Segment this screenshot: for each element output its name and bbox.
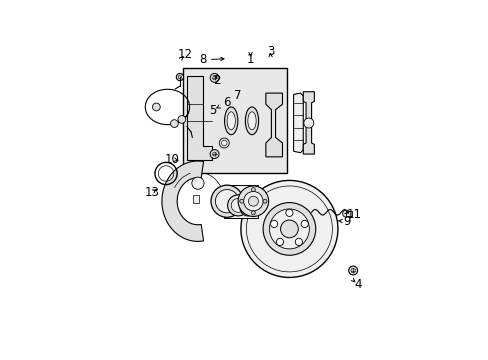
Circle shape bbox=[178, 116, 185, 123]
Text: 4: 4 bbox=[354, 278, 361, 291]
Polygon shape bbox=[224, 185, 257, 218]
Text: 12: 12 bbox=[177, 48, 192, 61]
Circle shape bbox=[263, 203, 315, 255]
Circle shape bbox=[303, 118, 313, 128]
Bar bbox=[193, 195, 199, 203]
Text: 9: 9 bbox=[343, 215, 350, 228]
Circle shape bbox=[350, 268, 355, 273]
Circle shape bbox=[212, 152, 216, 156]
Circle shape bbox=[251, 211, 255, 215]
Polygon shape bbox=[265, 93, 282, 157]
Text: 11: 11 bbox=[346, 208, 361, 221]
Circle shape bbox=[251, 188, 255, 192]
Circle shape bbox=[170, 120, 178, 127]
Text: 7: 7 bbox=[233, 89, 241, 102]
Circle shape bbox=[238, 186, 268, 216]
Text: 8: 8 bbox=[199, 53, 206, 66]
Circle shape bbox=[212, 76, 216, 80]
Circle shape bbox=[178, 75, 181, 79]
Ellipse shape bbox=[245, 107, 258, 135]
Circle shape bbox=[215, 190, 238, 213]
Circle shape bbox=[248, 196, 258, 206]
Text: 5: 5 bbox=[208, 104, 216, 117]
Ellipse shape bbox=[226, 112, 235, 130]
Circle shape bbox=[219, 138, 229, 148]
Circle shape bbox=[210, 73, 219, 82]
Circle shape bbox=[239, 199, 243, 203]
Circle shape bbox=[243, 192, 263, 211]
Text: 3: 3 bbox=[266, 45, 274, 58]
Circle shape bbox=[240, 201, 255, 216]
Bar bbox=[183, 68, 286, 174]
Circle shape bbox=[191, 177, 203, 189]
Text: 1: 1 bbox=[246, 53, 254, 66]
Polygon shape bbox=[162, 161, 203, 242]
Circle shape bbox=[210, 150, 219, 158]
Circle shape bbox=[176, 73, 183, 81]
Circle shape bbox=[285, 209, 292, 216]
Circle shape bbox=[152, 103, 160, 111]
Polygon shape bbox=[186, 76, 211, 159]
Text: 13: 13 bbox=[144, 186, 159, 199]
Circle shape bbox=[221, 140, 226, 146]
Circle shape bbox=[348, 266, 357, 275]
Text: 6: 6 bbox=[223, 96, 230, 109]
Text: 10: 10 bbox=[164, 153, 180, 166]
Circle shape bbox=[210, 185, 243, 217]
Circle shape bbox=[269, 209, 309, 249]
Circle shape bbox=[280, 220, 298, 238]
Circle shape bbox=[342, 210, 349, 217]
Bar bbox=[346, 211, 351, 216]
Circle shape bbox=[227, 195, 248, 216]
Polygon shape bbox=[293, 93, 303, 153]
Circle shape bbox=[270, 220, 277, 228]
Circle shape bbox=[276, 238, 283, 246]
Circle shape bbox=[231, 198, 244, 212]
Ellipse shape bbox=[224, 107, 237, 135]
Circle shape bbox=[241, 180, 337, 278]
Circle shape bbox=[263, 199, 266, 203]
Circle shape bbox=[243, 203, 252, 213]
Circle shape bbox=[295, 238, 302, 246]
Polygon shape bbox=[303, 92, 314, 154]
Circle shape bbox=[301, 220, 308, 228]
Ellipse shape bbox=[247, 112, 256, 130]
Text: 2: 2 bbox=[213, 74, 221, 87]
